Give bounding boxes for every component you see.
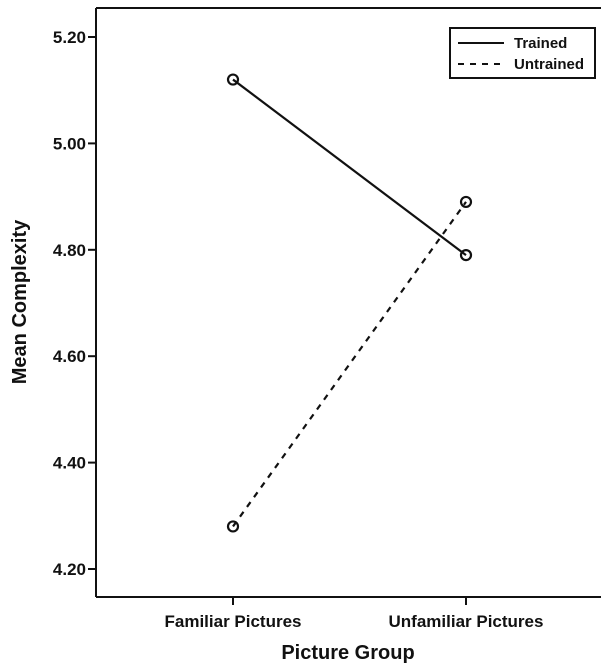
data-point-trained-0: [226, 73, 240, 86]
legend-label-trained: Trained: [514, 35, 567, 52]
data-point-untrained-1: [459, 195, 473, 209]
data-point-untrained-0: [226, 520, 240, 533]
legend: Trained Untrained: [449, 27, 596, 79]
legend-label-untrained: Untrained: [514, 56, 584, 73]
y-axis-ticks: 4.20 4.40 4.60 4.80 5.00 5.20: [53, 28, 96, 579]
y-tick-label: 5.00: [53, 134, 86, 153]
x-tick-label: Familiar Pictures: [164, 612, 301, 631]
y-axis-title: Mean Complexity: [9, 219, 31, 384]
series-line-trained: [232, 78, 467, 256]
y-tick-label: 4.80: [53, 241, 86, 260]
y-tick-label: 4.40: [53, 454, 86, 473]
x-tick-label: Unfamiliar Pictures: [389, 612, 544, 631]
legend-box: [449, 27, 596, 79]
y-tick-label: 4.20: [53, 560, 86, 579]
x-axis-title: Picture Group: [281, 642, 414, 664]
y-tick-label: 4.60: [53, 347, 86, 366]
series-layer: [226, 73, 473, 533]
series-line-untrained: [232, 201, 467, 528]
x-axis-ticks: Familiar Pictures Unfamiliar Pictures: [164, 597, 543, 631]
y-tick-label: 5.20: [53, 28, 86, 47]
data-point-trained-1: [459, 249, 473, 262]
